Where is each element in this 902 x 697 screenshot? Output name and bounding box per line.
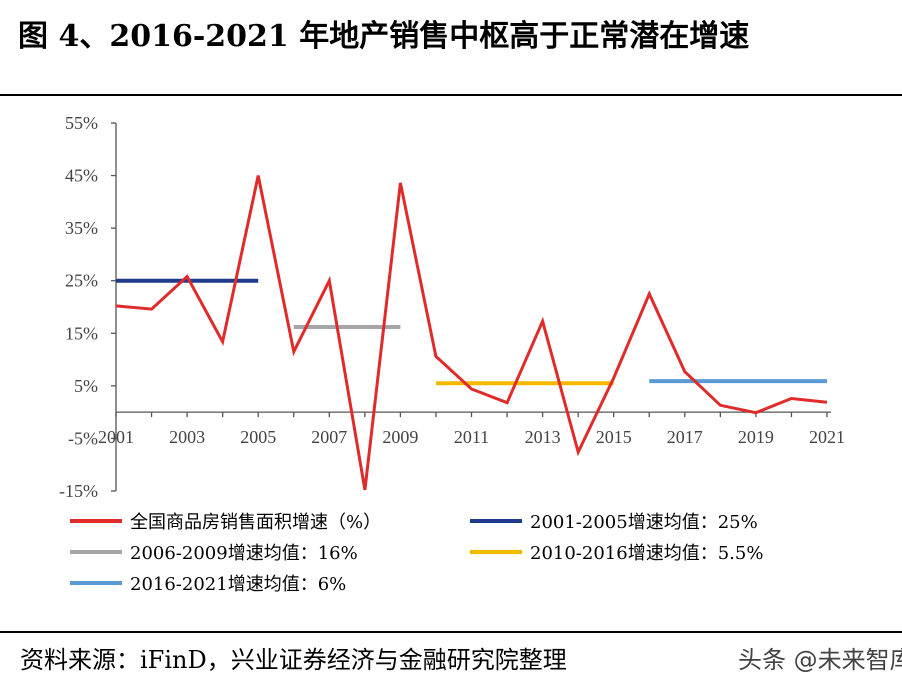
legend-item-avg-2010-2016: 2010-2016增速均值：5.5% bbox=[470, 539, 763, 565]
legend-label: 2006-2009增速均值：16% bbox=[130, 543, 358, 564]
legend-swatch bbox=[70, 581, 122, 585]
y-tick-label: 15% bbox=[65, 323, 98, 343]
legend-swatch bbox=[470, 519, 522, 523]
line-chart: 55%45%35%25%15%5%-5%-15% 2001 2003 2005 200… bbox=[59, 113, 845, 501]
y-tick-label: 45% bbox=[65, 166, 98, 186]
legend-swatch bbox=[470, 550, 522, 554]
y-axis: 55% 45% 35% 25% 15% 5% -5% -15% bbox=[59, 113, 117, 501]
y-tick-label: 55% bbox=[65, 113, 98, 133]
y-tick-label: -5% bbox=[68, 428, 98, 448]
legend-label: 2001-2005增速均值：25% bbox=[530, 512, 758, 533]
legend-label: 2016-2021增速均值：6% bbox=[130, 574, 347, 595]
x-tick-label: 2005 bbox=[240, 427, 276, 447]
x-tick-label: 2007 bbox=[311, 427, 347, 447]
legend-label: 2010-2016增速均值：5.5% bbox=[530, 543, 764, 564]
source-note: 资料来源：iFinD，兴业证券经济与金融研究院整理 bbox=[20, 646, 567, 674]
legend-label: 全国商品房销售面积增速（%） bbox=[130, 512, 382, 533]
x-tick-label: 2021 bbox=[809, 427, 845, 447]
y-tick-label: -15% bbox=[59, 481, 98, 501]
legend-swatch bbox=[70, 519, 122, 523]
bottom-rule bbox=[0, 631, 902, 633]
x-tick-label: 2011 bbox=[454, 427, 489, 447]
legend-item-avg-2006-2009: 2006-2009增速均值：16% bbox=[70, 539, 358, 565]
x-tick-label: 2017 bbox=[667, 427, 703, 447]
y-tick-label: 25% bbox=[65, 271, 98, 291]
x-tick-label: 2009 bbox=[382, 427, 418, 447]
y-tick-label: 35% bbox=[65, 218, 98, 238]
x-tick-label: 2015 bbox=[596, 427, 632, 447]
x-tick-label: 2019 bbox=[738, 427, 774, 447]
legend: 全国商品房销售面积增速（%） 2001-2005增速均值：25% 2006-20… bbox=[70, 508, 870, 608]
legend-item-avg-2001-2005: 2001-2005增速均值：25% bbox=[470, 508, 758, 534]
legend-swatch bbox=[70, 550, 122, 554]
series-line bbox=[115, 175, 828, 491]
x-axis: 2001 2003 2005 2007 2009 2011 2013 2015 2017 2019… bbox=[98, 411, 845, 447]
chart-title: 图 4、2016-2021 年地产销售中枢高于正常潜在增速 bbox=[18, 19, 750, 54]
average-lines bbox=[116, 278, 827, 386]
legend-item-avg-2016-2021: 2016-2021增速均值：6% bbox=[70, 570, 346, 596]
top-rule bbox=[0, 94, 902, 96]
legend-item-sales-growth: 全国商品房销售面积增速（%） bbox=[70, 508, 381, 534]
x-tick-label: 2001 bbox=[98, 427, 134, 447]
x-tick-label: 2013 bbox=[525, 427, 561, 447]
x-tick-label: 2003 bbox=[169, 427, 205, 447]
y-tick-label: 5% bbox=[74, 376, 98, 396]
series-group bbox=[115, 175, 828, 491]
watermark: 头条 @未来智库 bbox=[738, 646, 902, 674]
